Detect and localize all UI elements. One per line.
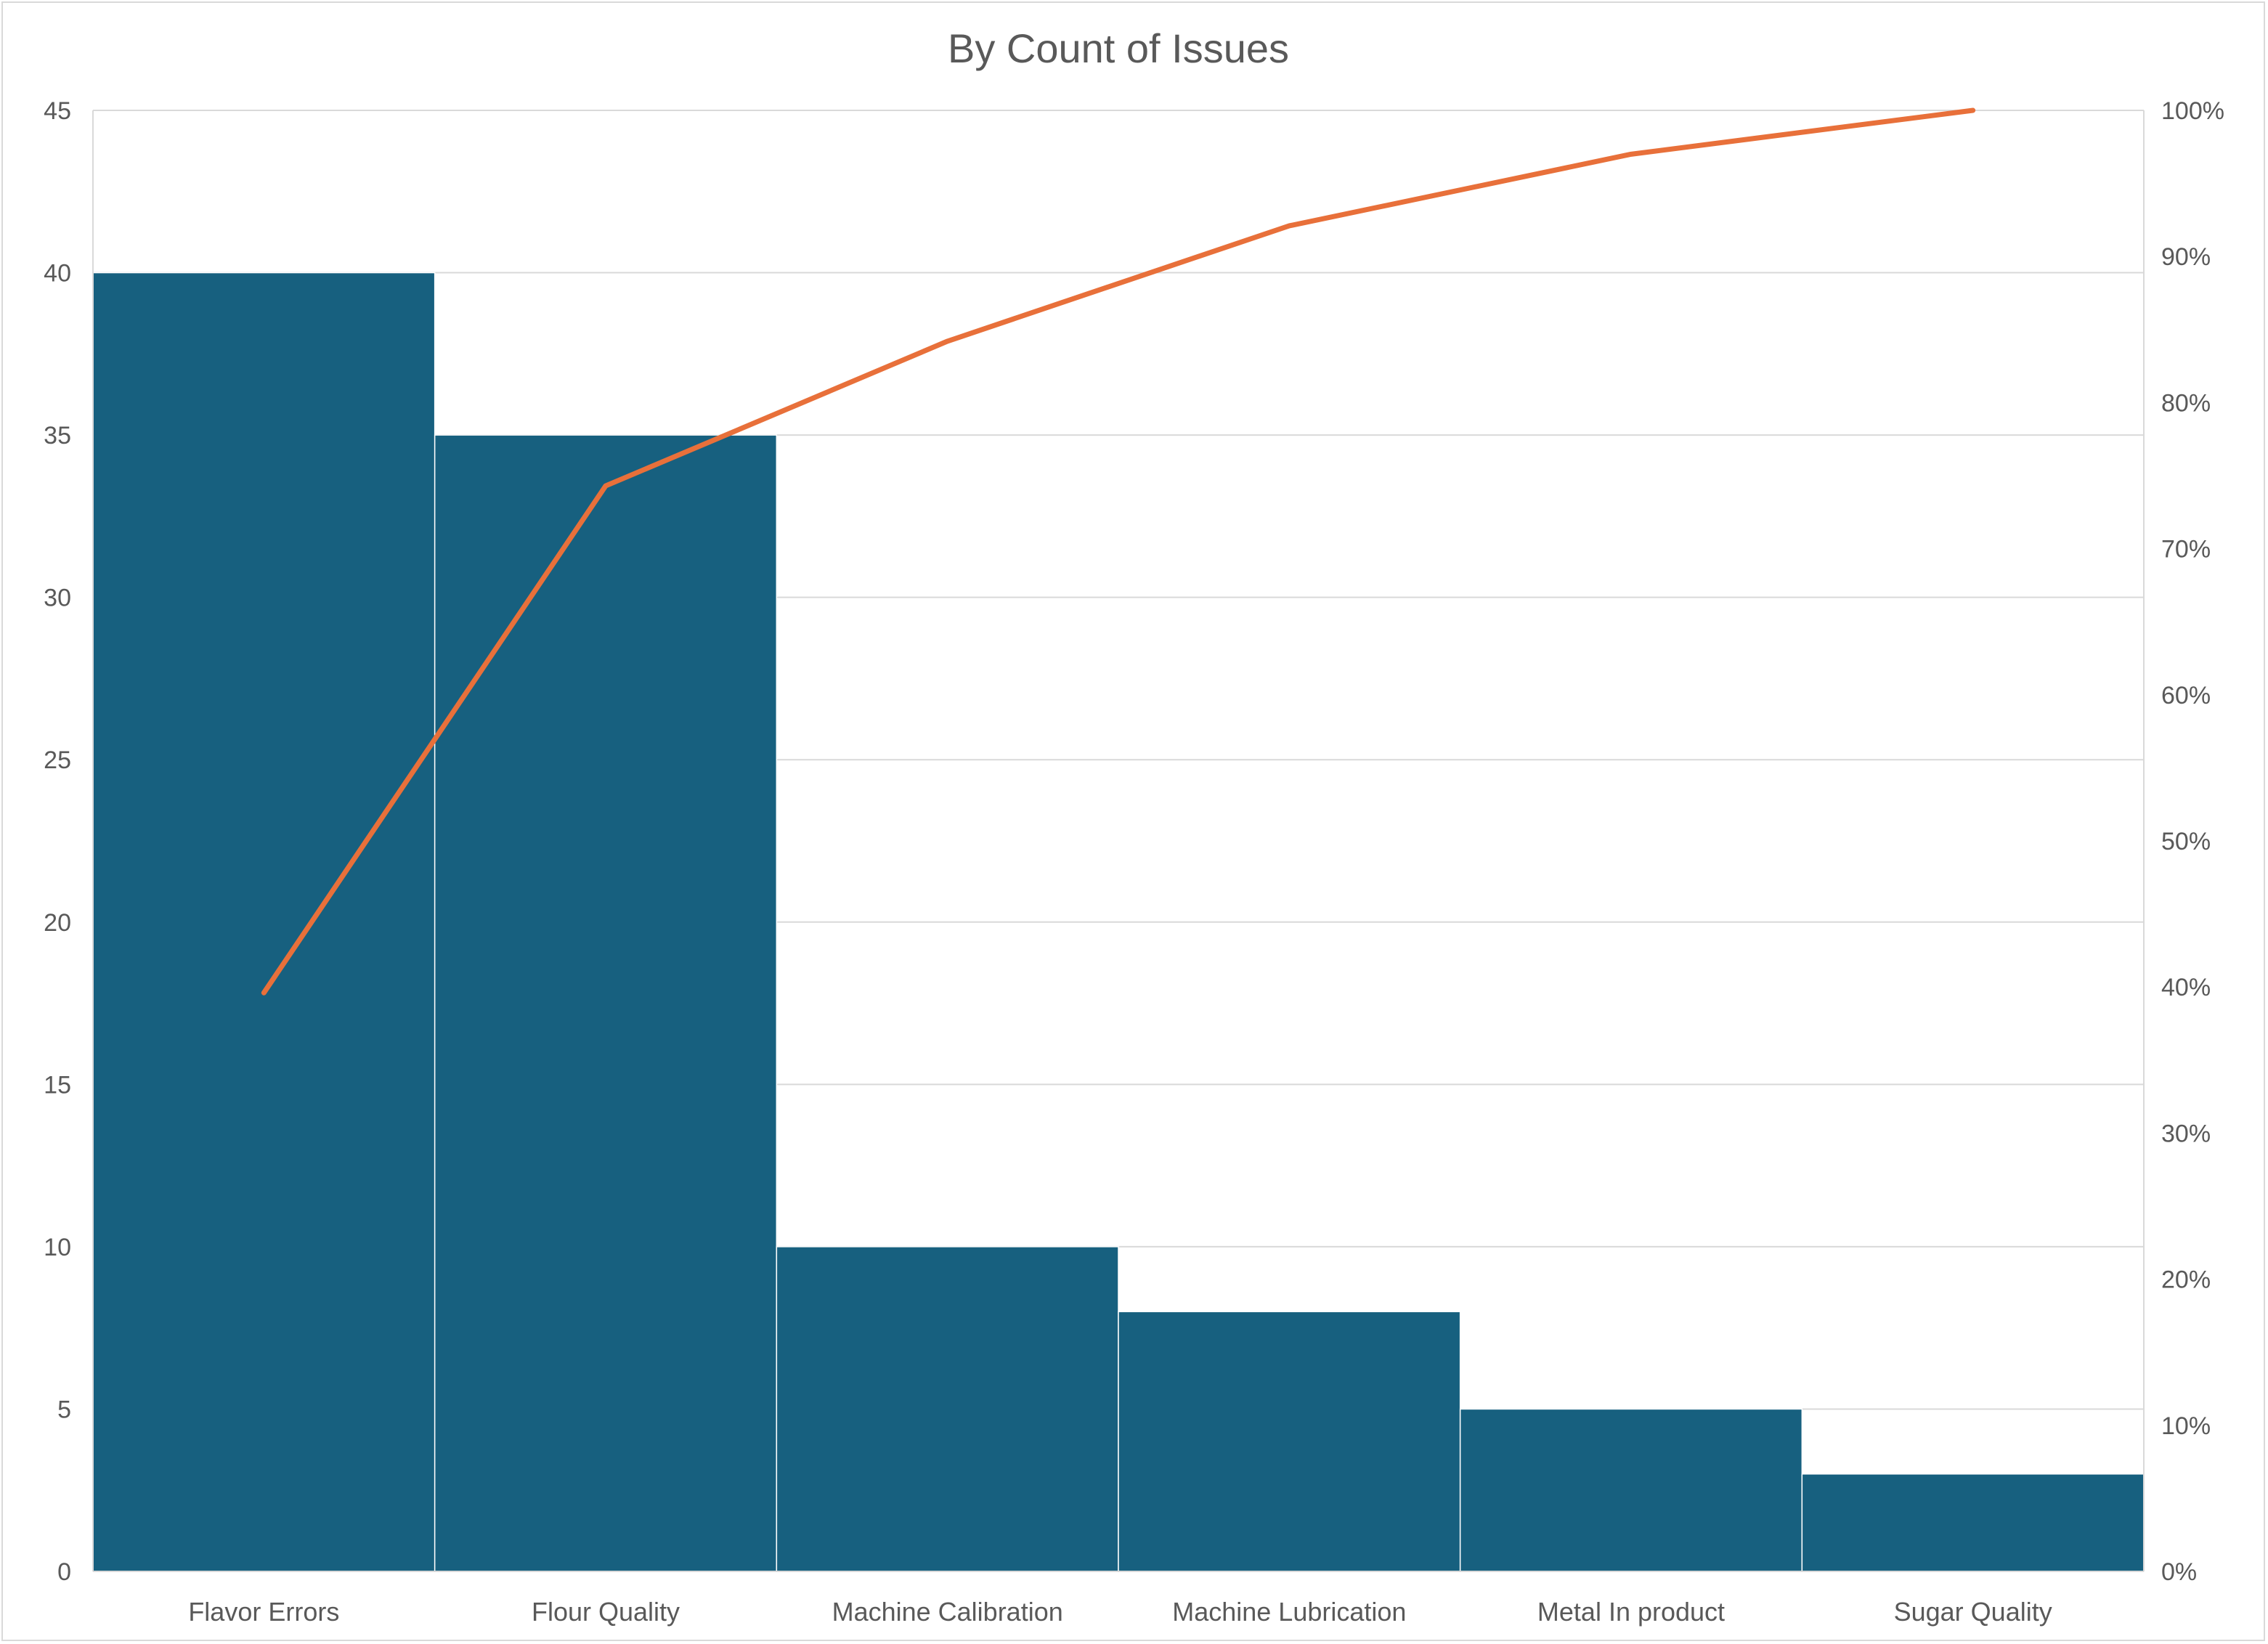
bar [92,272,436,1572]
left-tick-label: 0 [57,1558,71,1586]
cumulative-point [946,339,949,343]
left-tick-label: 35 [44,422,71,449]
bar [1801,1473,2145,1572]
left-tick-label: 30 [44,585,71,612]
pareto-chart: By Count of Issues 0 5 10 15 20 25 30 35 40 45 0%… [44,25,2224,1627]
bar [776,1246,1119,1572]
bar [434,434,778,1572]
category-label: Machine Lubrication [1172,1597,1406,1627]
left-tick-label: 15 [44,1071,71,1099]
chart-title: By Count of Issues [948,25,1289,71]
cumulative-line [261,107,1976,996]
category-label: Sugar Quality [1894,1597,2052,1627]
left-axis-ticks: 0 5 10 15 20 25 30 35 40 45 [44,97,71,1586]
bar [1459,1408,1803,1572]
cumulative-percent-line [261,107,1976,996]
cumulative-point [604,484,607,488]
category-label: Metal In product [1537,1597,1725,1627]
left-tick-label: 5 [57,1396,71,1423]
right-tick-label: 50% [2161,828,2211,855]
left-tick-label: 40 [44,260,71,288]
left-tick-label: 20 [44,909,71,937]
right-tick-label: 30% [2161,1120,2211,1147]
right-axis-ticks: 0% 10% 20% 30% 40% 50% 60% 70% 80% 90% 100% [2161,97,2224,1586]
right-tick-label: 80% [2161,389,2211,417]
cumulative-point [1971,109,1975,112]
axes [92,110,2145,1572]
right-tick-label: 70% [2161,536,2211,563]
left-tick-label: 25 [44,746,71,774]
bar [1118,1311,1461,1572]
category-label: Machine Calibration [832,1597,1063,1627]
bars [92,272,2145,1572]
right-tick-label: 40% [2161,974,2211,1001]
cumulative-point [1288,224,1291,227]
category-label: Flavor Errors [188,1597,339,1627]
category-label: Flour Quality [532,1597,680,1627]
category-labels: Flavor Errors Flour Quality Machine Calibr… [188,1597,2052,1627]
right-tick-label: 10% [2161,1412,2211,1440]
left-tick-label: 45 [44,97,71,125]
left-tick-label: 10 [44,1234,71,1261]
cumulative-point [1630,152,1633,156]
cumulative-point [262,991,266,995]
right-tick-label: 60% [2161,682,2211,709]
right-tick-label: 100% [2161,97,2224,125]
right-tick-label: 20% [2161,1266,2211,1294]
right-tick-label: 0% [2161,1558,2197,1586]
right-tick-label: 90% [2161,243,2211,271]
